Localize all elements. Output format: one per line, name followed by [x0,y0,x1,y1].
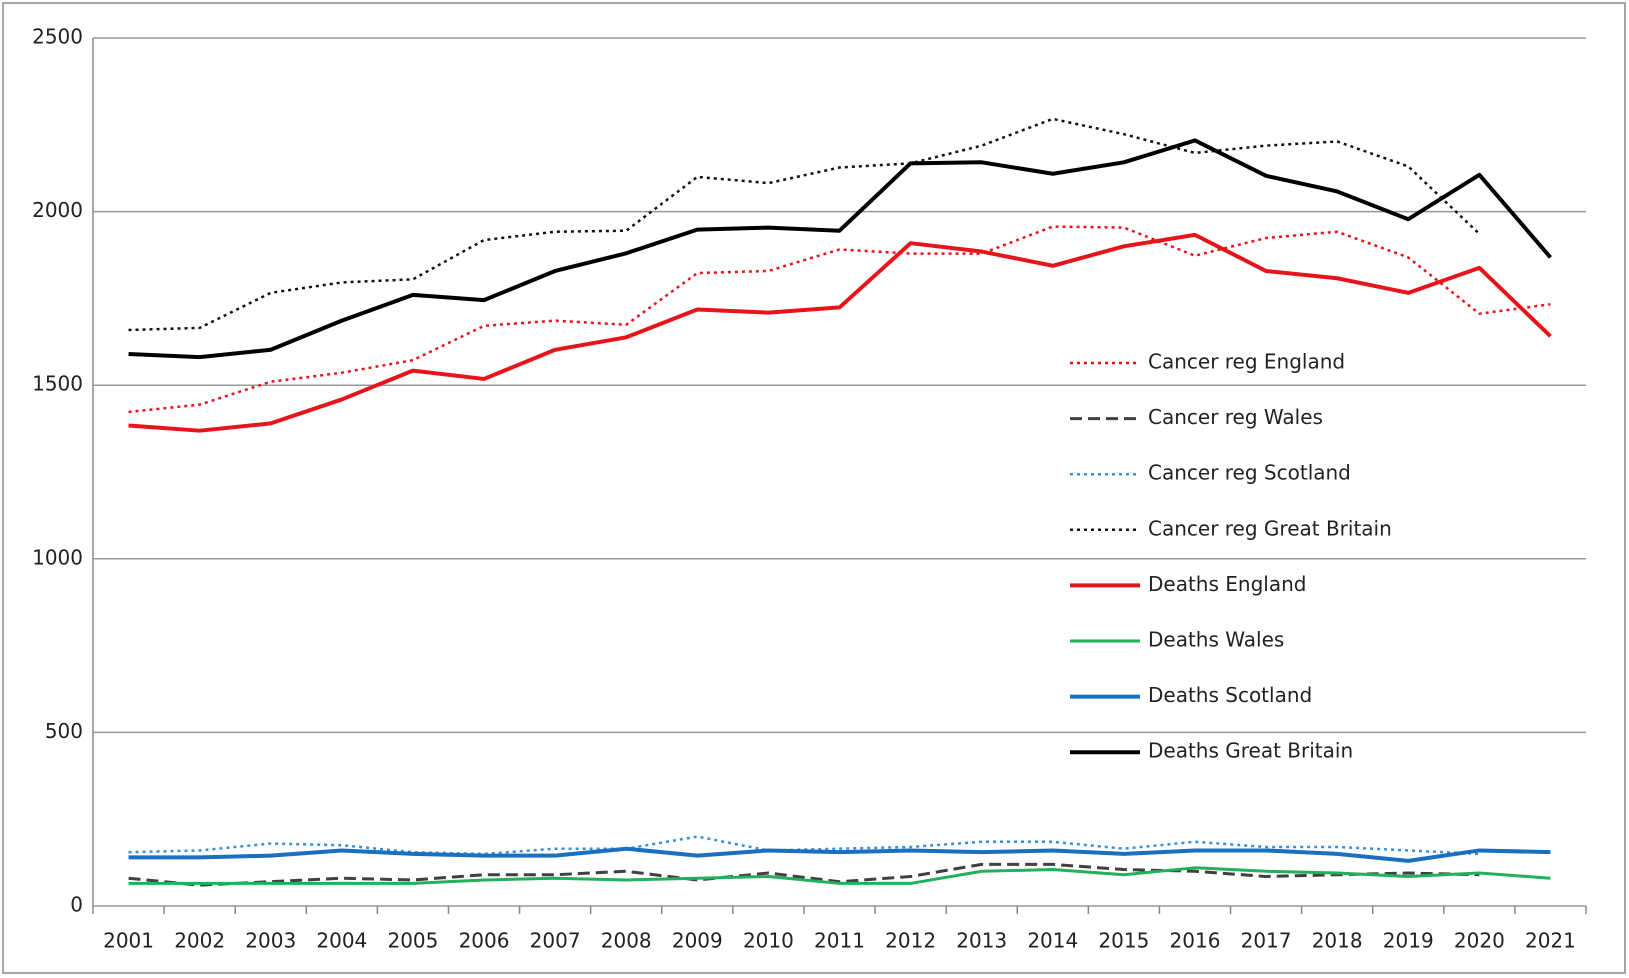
legend-label: Deaths England [1148,572,1306,596]
legend-label: Cancer reg Wales [1148,405,1323,429]
y-tick-label: 2500 [32,25,83,49]
series-line [128,117,1481,332]
legend-label: Deaths Scotland [1148,683,1312,707]
x-tick-label: 2021 [1525,929,1576,953]
x-tick-label: 2020 [1454,929,1505,953]
series-line [128,866,1551,885]
legend-label: Deaths Great Britain [1148,739,1353,763]
y-tick-label: 500 [45,719,83,743]
x-tick-label: 2005 [387,929,438,953]
series-line [128,138,1552,360]
y-tick-label: 1000 [32,545,83,569]
x-tick-label: 2012 [885,929,936,953]
legend-label: Deaths Wales [1148,628,1284,652]
y-tick-label: 2000 [32,198,83,222]
x-tick-label: 2019 [1383,929,1434,953]
x-tick-label: 2014 [1027,929,1078,953]
series-line [128,862,1480,887]
y-tick-label: 0 [70,893,83,917]
series-line [128,225,1551,414]
x-tick-label: 2010 [743,929,794,953]
x-tick-label: 2013 [956,929,1007,953]
x-tick-label: 2009 [672,929,723,953]
x-tick-label: 2016 [1170,929,1221,953]
x-tick-label: 2008 [601,929,652,953]
y-tick-label: 1500 [32,372,83,396]
series-line [128,232,1552,433]
series-line [128,835,1480,856]
legend-label: Cancer reg Scotland [1148,461,1351,485]
x-tick-label: 2007 [530,929,581,953]
series-line [128,846,1551,863]
x-tick-label: 2003 [245,929,296,953]
x-tick-label: 2006 [459,929,510,953]
legend-label: Cancer reg Great Britain [1148,516,1392,540]
x-tick-label: 2001 [103,929,154,953]
x-tick-label: 2017 [1241,929,1292,953]
x-tick-label: 2004 [316,929,367,953]
x-tick-label: 2018 [1312,929,1363,953]
x-tick-label: 2015 [1098,929,1149,953]
x-tick-label: 2002 [174,929,225,953]
legend-label: Cancer reg England [1148,350,1345,374]
x-tick-label: 2011 [814,929,865,953]
